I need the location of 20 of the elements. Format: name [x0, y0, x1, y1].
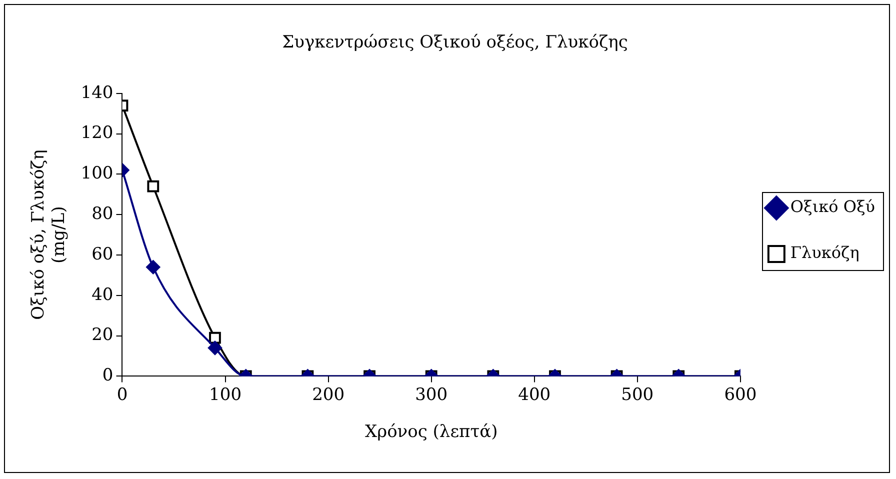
x-tick-label: 400: [518, 384, 551, 405]
y-tick-label: 0: [102, 366, 114, 386]
legend-label: Γλυκόζη: [790, 243, 860, 262]
legend-label: Οξικό Οξύ: [790, 197, 875, 216]
x-tick-label: 100: [209, 384, 242, 405]
y-tick-label: 40: [92, 284, 114, 305]
y-axis-title: Οξικό οξύ, Γλυκόζη (mg/L): [28, 150, 70, 320]
x-axis-title: Χρόνος (λεπτά): [364, 422, 498, 442]
y-tick-label: 120: [80, 123, 114, 144]
x-tick-label: 600: [724, 384, 757, 405]
y-tick-label: 80: [92, 204, 114, 224]
y-tick-label: 60: [92, 244, 114, 264]
chart-title: Συγκεντρώσεις Οξικού οξέος, Γλυκόζης: [282, 32, 628, 53]
y-tick-label: 100: [80, 164, 114, 184]
x-tick-label: 500: [621, 384, 654, 405]
x-tick-label: 300: [415, 384, 448, 405]
x-tick-label: 200: [312, 384, 345, 405]
x-tick-label: 0: [116, 384, 128, 405]
y-tick-label: 140: [80, 82, 114, 103]
y-tick-label: 20: [92, 325, 114, 346]
